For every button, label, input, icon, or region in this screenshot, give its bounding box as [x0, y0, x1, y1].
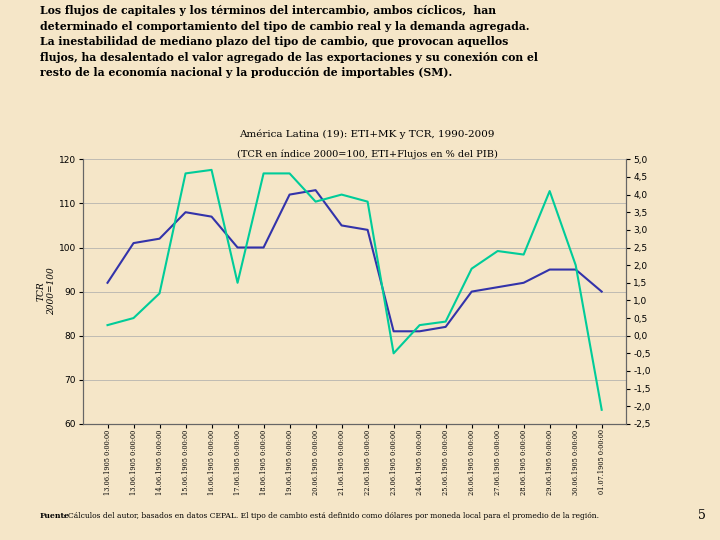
Text: Los flujos de capitales y los términos del intercambio, ambos cíclicos,  han
det: Los flujos de capitales y los términos d… [40, 5, 538, 78]
Text: Fuente: Fuente [40, 512, 70, 519]
Y-axis label: TCR
2000=100: TCR 2000=100 [37, 268, 56, 315]
Text: : Cálculos del autor, basados en datos CEPAL. El tipo de cambio está definido co: : Cálculos del autor, basados en datos C… [63, 512, 600, 519]
Text: 5: 5 [698, 509, 706, 522]
Text: América Latina (19): ETI+MK y TCR, 1990-2009: América Latina (19): ETI+MK y TCR, 1990-… [240, 130, 495, 139]
Text: (TCR en índice 2000=100, ETI+Flujos en % del PIB): (TCR en índice 2000=100, ETI+Flujos en %… [237, 150, 498, 159]
